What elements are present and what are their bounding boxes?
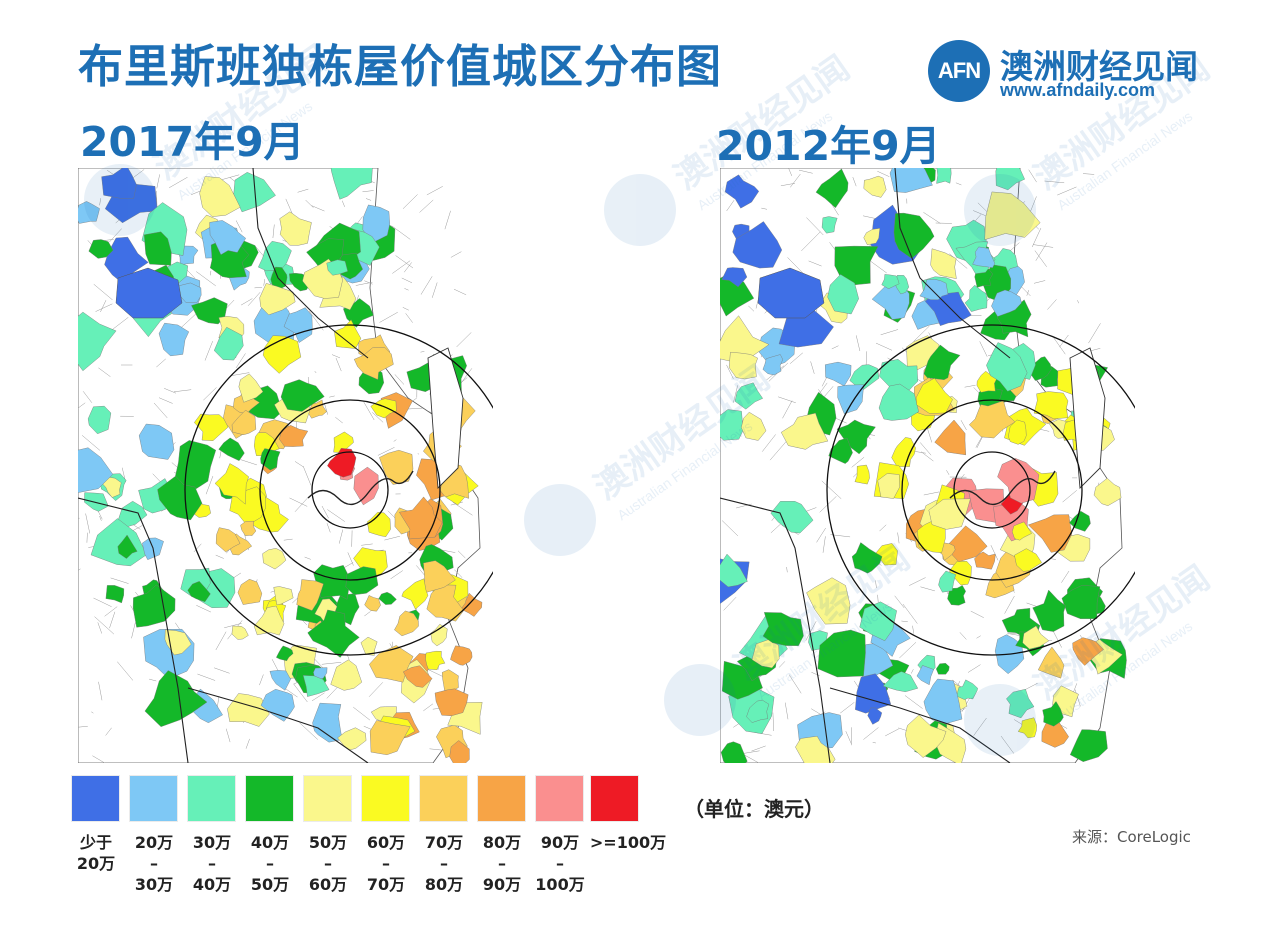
unit-label: （单位：澳元）	[684, 797, 824, 821]
legend-label: 60万 – 70万	[366, 833, 406, 894]
legend-label: 30万 – 40万	[192, 833, 232, 894]
source-label: 来源：CoreLogic	[1072, 828, 1191, 846]
legend-label: 少于 20万	[76, 833, 116, 873]
brand-url: www.afndaily.com	[1000, 80, 1156, 100]
legend-label: >=100万	[589, 833, 667, 852]
legend-swatch	[304, 776, 351, 821]
map-label-2012: 2012年9月	[716, 122, 941, 170]
legend-label: 50万 – 60万	[308, 833, 348, 894]
legend-swatch	[478, 776, 525, 821]
afn-logo-icon: AFN	[928, 40, 990, 102]
legend-label: 90万 – 100万	[535, 833, 585, 894]
legend-label: 40万 – 50万	[250, 833, 290, 894]
map-label-2017: 2017年9月	[80, 118, 305, 166]
legend-swatch	[362, 776, 409, 821]
legend-swatch	[130, 776, 177, 821]
legend-label: 80万 – 90万	[482, 833, 522, 894]
legend-swatch	[72, 776, 119, 821]
legend-swatch	[536, 776, 583, 821]
map-2017	[78, 168, 493, 763]
legend-label: 20万 – 30万	[134, 833, 174, 894]
brand-logo: AFN 澳洲财经见闻 www.afndaily.com	[928, 38, 1228, 106]
legend-swatch	[591, 776, 638, 821]
map-2012	[720, 168, 1135, 763]
legend-swatch	[188, 776, 235, 821]
legend-swatch	[246, 776, 293, 821]
legend-label: 70万 – 80万	[424, 833, 464, 894]
brand-name: 澳洲财经见闻	[1000, 47, 1198, 86]
page-title: 布里斯班独栋屋价值城区分布图	[78, 40, 723, 93]
legend-swatch	[420, 776, 467, 821]
